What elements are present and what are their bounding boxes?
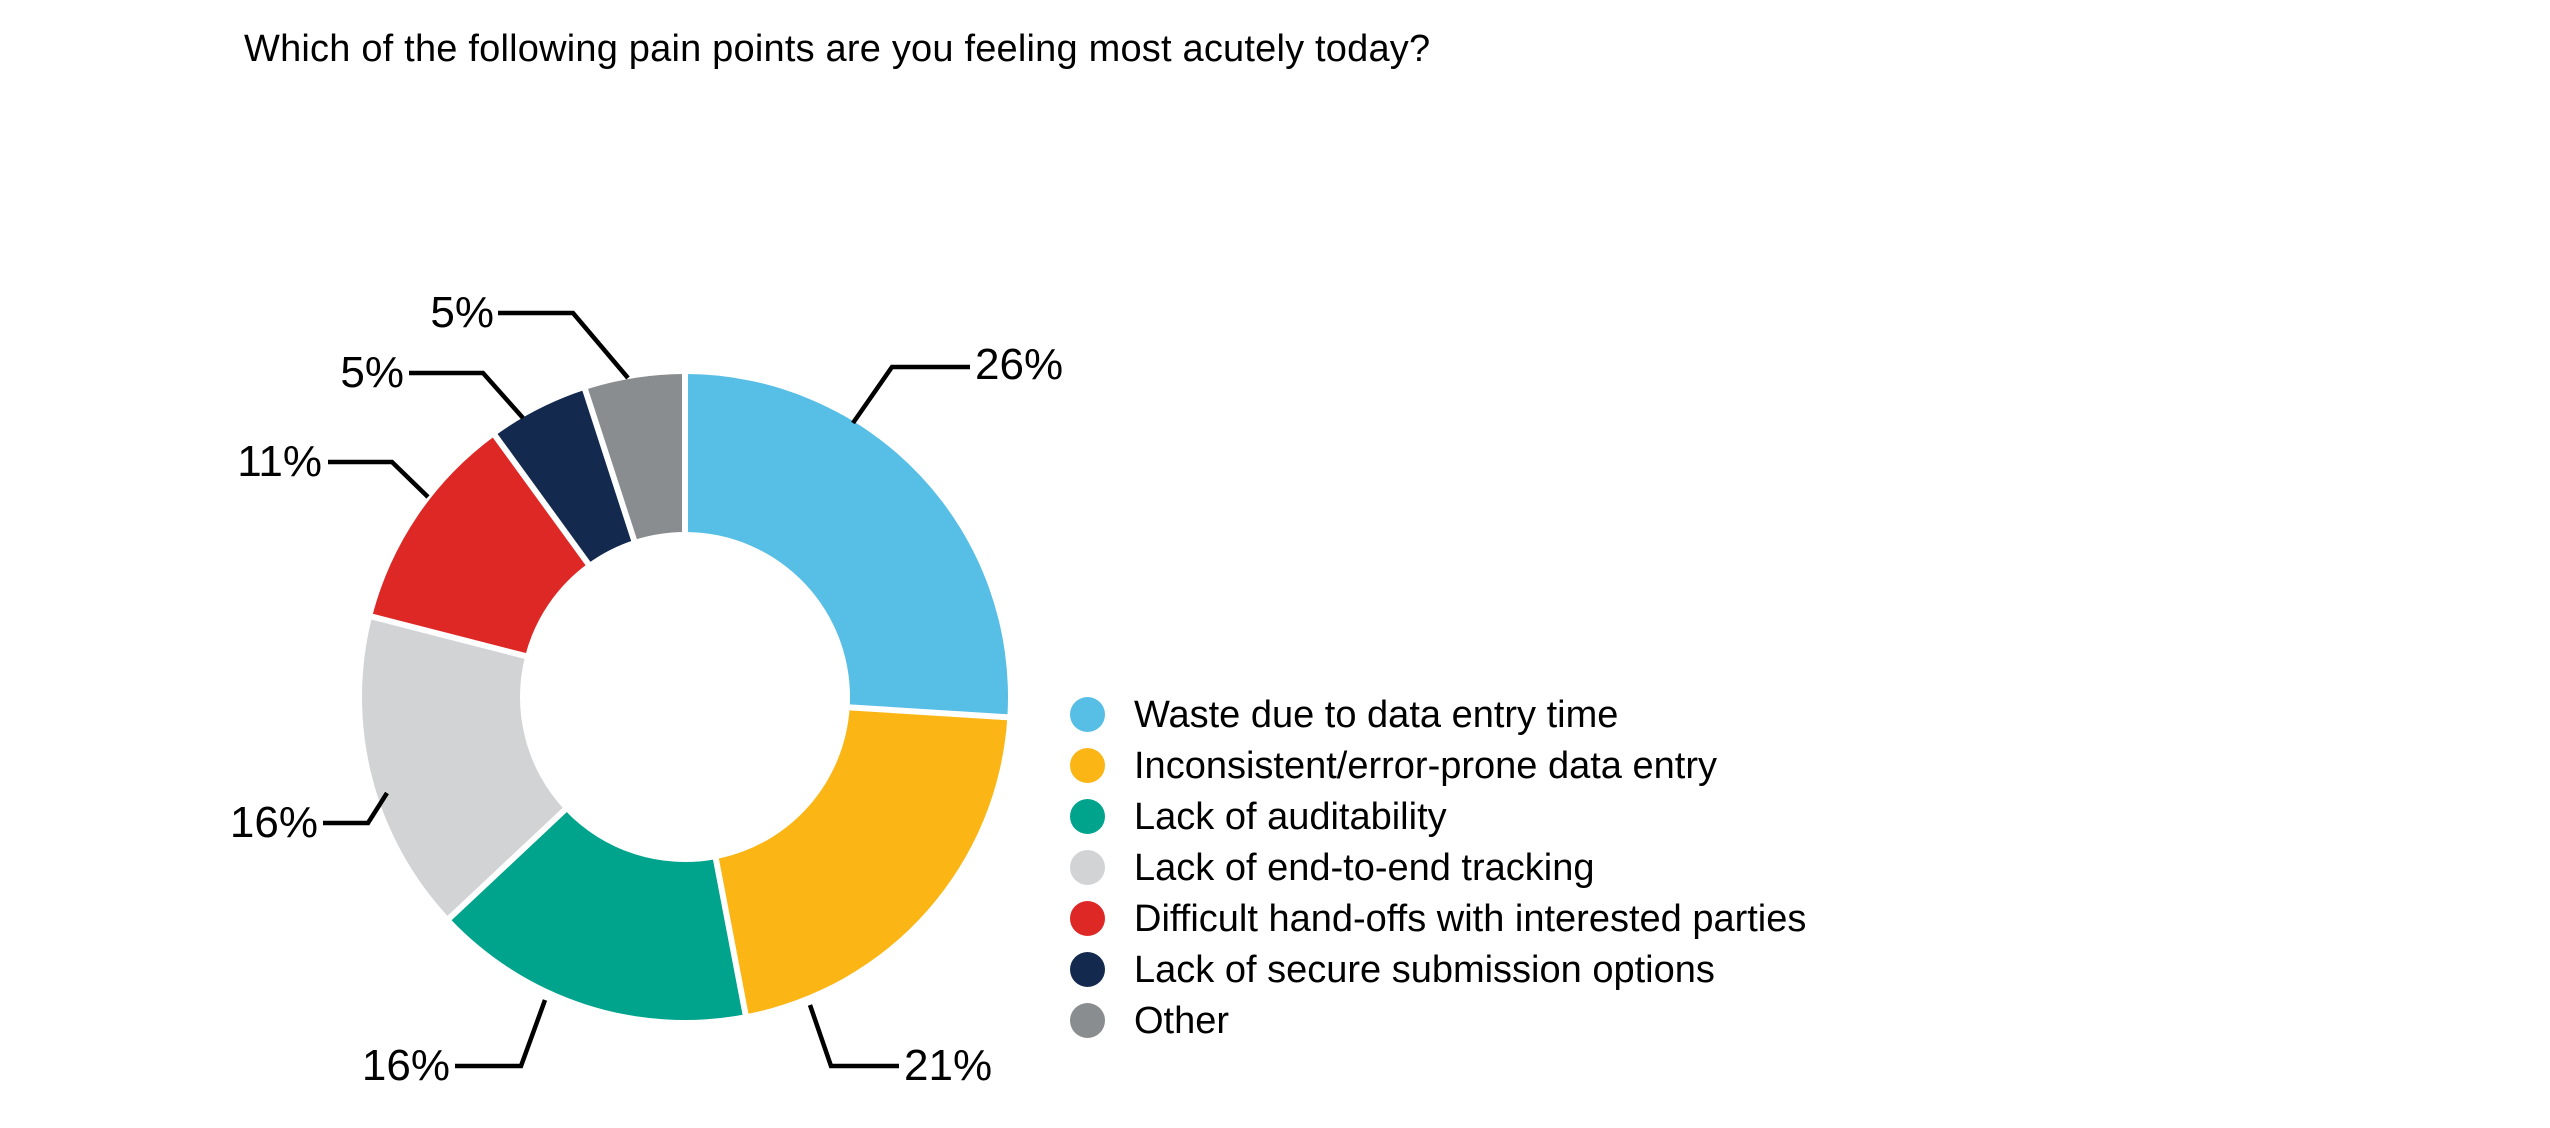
slice-gap — [845, 704, 1012, 721]
legend-item-label: Lack of auditability — [1134, 795, 1447, 838]
legend-item: Waste due to data entry time — [1070, 689, 1806, 740]
label-leader-line — [498, 310, 630, 380]
legend-item-label: Lack of secure submission options — [1134, 948, 1715, 991]
legend-swatch — [1070, 799, 1105, 834]
legend-swatch — [1070, 748, 1105, 783]
label-leader-line — [851, 364, 970, 425]
slice-gap — [581, 385, 639, 545]
legend-item: Lack of secure submission options — [1070, 944, 1806, 995]
percent-label: 11% — [237, 437, 322, 486]
legend-item-label: Lack of end-to-end tracking — [1134, 846, 1595, 889]
percent-label: 26% — [975, 340, 1064, 389]
percent-label: 16% — [229, 798, 318, 847]
legend-item: Lack of auditability — [1070, 791, 1806, 842]
legend-swatch — [1070, 850, 1105, 885]
slice-gap — [444, 805, 570, 924]
legend-swatch — [1070, 901, 1105, 936]
legend-swatch — [1070, 952, 1105, 987]
pie-slice — [715, 707, 1008, 1015]
percent-label: 16% — [361, 1041, 450, 1090]
legend-swatch — [1070, 697, 1105, 732]
label-leader-line — [323, 791, 389, 826]
legend-item-label: Waste due to data entry time — [1134, 693, 1619, 736]
label-leader-line — [409, 370, 525, 420]
pie-slice — [585, 374, 685, 541]
pie-slice — [449, 809, 746, 1020]
legend-item-label: Other — [1134, 999, 1230, 1042]
chart-title: Which of the following pain points are y… — [244, 28, 1431, 70]
pie-slice — [685, 374, 1008, 718]
legend-item: Lack of end-to-end tracking — [1070, 842, 1806, 893]
percent-label: 5% — [430, 288, 494, 337]
percent-label: 5% — [340, 348, 404, 397]
percent-label: 21% — [904, 1041, 993, 1090]
slice-gap — [490, 430, 593, 569]
label-leader-line — [455, 999, 548, 1069]
pie-slice — [362, 616, 565, 919]
legend-item: Inconsistent/error-prone data entry — [1070, 740, 1806, 791]
legend-item-label: Inconsistent/error-prone data entry — [1134, 744, 1717, 787]
label-leader-line — [328, 459, 430, 499]
legend-item-label: Difficult hand-offs with interested part… — [1134, 897, 1807, 940]
legend-item: Difficult hand-offs with interested part… — [1070, 893, 1806, 944]
legend-item: Other — [1070, 995, 1806, 1046]
label-leader-line — [807, 1004, 899, 1069]
slice-gap — [367, 612, 530, 660]
slice-gap — [712, 854, 750, 1019]
legend-swatch — [1070, 1003, 1105, 1038]
legend: Waste due to data entry time Inconsistent… — [1070, 689, 1806, 1046]
